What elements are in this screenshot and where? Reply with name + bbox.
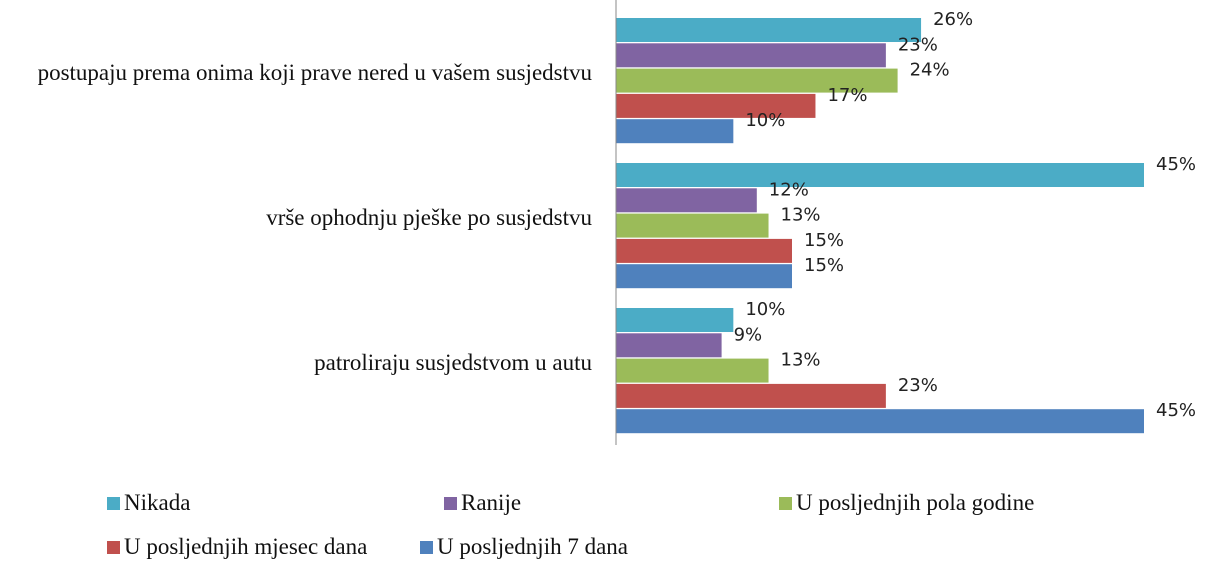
category-wrap: patroliraju susjedstvom u autu (0, 348, 592, 378)
legend-swatch (444, 496, 457, 510)
value-label: 15% (804, 230, 844, 251)
value-label: 13% (781, 350, 821, 371)
legend-label: U posljednjih mjesec dana (124, 534, 368, 559)
value-label: 10% (745, 110, 785, 131)
bar (616, 188, 757, 213)
legend-label: Ranije (461, 490, 522, 515)
bar (616, 264, 792, 289)
value-label: 23% (898, 34, 938, 55)
bar (616, 119, 734, 144)
category-label: patroliraju susjedstvom u autu (314, 350, 592, 376)
bar (616, 68, 898, 93)
bar (616, 409, 1144, 434)
value-label: 23% (898, 375, 938, 396)
value-label: 15% (804, 255, 844, 276)
bar (616, 358, 769, 383)
bar (616, 93, 816, 118)
bar (616, 333, 722, 358)
bar (616, 238, 792, 263)
value-label: 24% (910, 60, 950, 81)
value-label: 45% (1156, 154, 1196, 175)
bar (616, 213, 769, 238)
value-label: 13% (781, 205, 821, 226)
value-label: 12% (769, 179, 809, 200)
value-label: 26% (933, 9, 973, 30)
legend-label: Nikada (124, 490, 191, 515)
legend-swatch (107, 540, 120, 554)
legend-label: U posljednjih 7 dana (437, 534, 628, 559)
legend-swatch (420, 540, 433, 554)
category-label: vrše ophodnju pješke po susjedstvu (266, 205, 592, 231)
bar (616, 163, 1144, 187)
value-label: 45% (1156, 400, 1196, 421)
category-wrap: vrše ophodnju pješke po susjedstvu (0, 203, 592, 233)
legend-item: U posljednjih pola godine (779, 490, 1034, 516)
category-wrap: postupaju prema onima koji prave nered u… (0, 58, 592, 88)
bar (616, 18, 922, 42)
legend-item: Nikada (107, 490, 190, 516)
bar (616, 43, 886, 68)
bar (616, 308, 734, 332)
legend-item: Ranije (444, 490, 521, 516)
category-label: postupaju prema onima koji prave nered u… (37, 60, 592, 86)
value-label: 9% (734, 324, 763, 345)
legend-item: U posljednjih mjesec dana (107, 534, 367, 560)
legend-swatch (779, 496, 792, 510)
bar (616, 383, 886, 408)
legend-swatch (107, 496, 120, 510)
value-label: 10% (745, 299, 785, 320)
legend-label: U posljednjih pola godine (796, 490, 1035, 515)
value-label: 17% (827, 85, 867, 106)
legend-item: U posljednjih 7 dana (420, 534, 628, 560)
